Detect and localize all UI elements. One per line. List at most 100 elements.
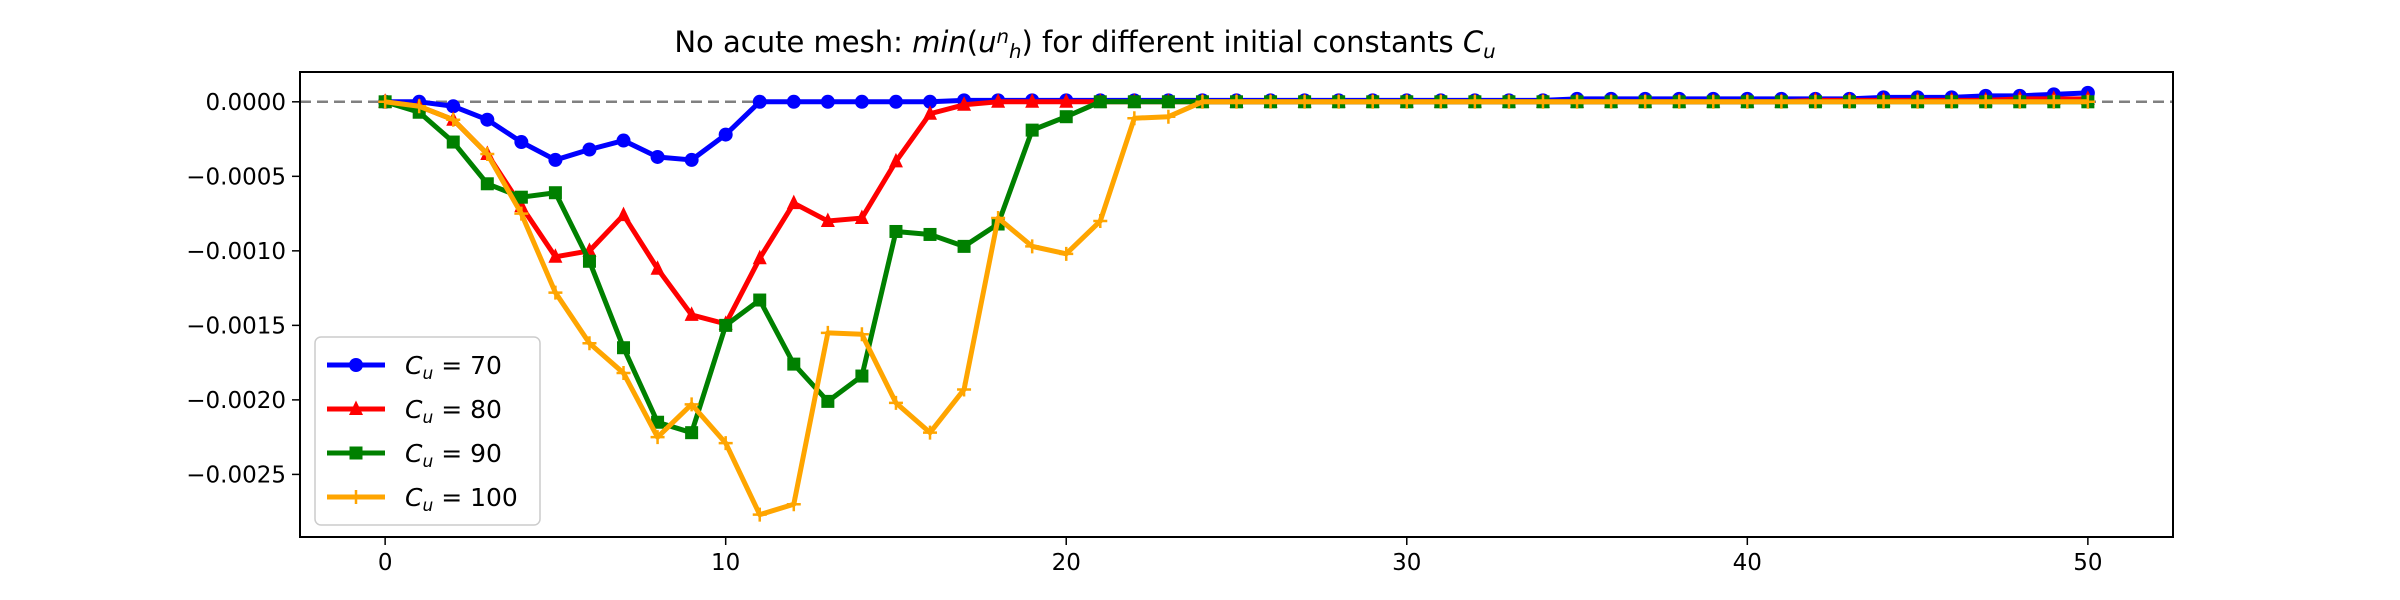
data-point xyxy=(514,135,529,150)
text-run: C xyxy=(405,395,423,424)
data-point xyxy=(923,425,938,440)
data-point xyxy=(480,146,495,161)
text-run: C xyxy=(405,439,423,468)
data-point xyxy=(1127,111,1142,126)
data-point xyxy=(378,94,393,109)
chart-title: No acute mesh: min(unh) for different in… xyxy=(674,25,1495,63)
data-point xyxy=(616,206,631,222)
data-point xyxy=(854,94,869,109)
data-point xyxy=(957,239,971,253)
text-run: No acute mesh: xyxy=(674,25,912,59)
data-point xyxy=(1433,94,1448,109)
y-tick-label: −0.0025 xyxy=(186,462,286,488)
data-point xyxy=(1604,94,1619,109)
x-tick-label: 50 xyxy=(2073,550,2102,576)
data-point xyxy=(1263,94,1278,109)
data-point xyxy=(651,415,665,429)
data-point xyxy=(786,194,801,210)
y-tick-label: −0.0010 xyxy=(186,239,286,265)
data-point xyxy=(1978,94,1993,109)
x-tick-label: 10 xyxy=(711,550,740,576)
legend-box xyxy=(314,336,541,526)
data-point xyxy=(582,336,597,351)
legend-label: Cu = 90 xyxy=(405,439,502,472)
text-run: u xyxy=(1483,40,1496,63)
data-point xyxy=(1501,94,1516,109)
data-point xyxy=(786,94,801,109)
x-tick-label: 0 xyxy=(378,550,393,576)
data-point xyxy=(1229,94,1244,109)
data-point xyxy=(446,99,461,114)
x-tick-label: 30 xyxy=(1392,550,1421,576)
data-point xyxy=(1161,95,1175,109)
data-point xyxy=(616,366,631,381)
data-point xyxy=(412,99,427,114)
data-point xyxy=(923,105,938,120)
data-point xyxy=(820,94,835,109)
x-tick-label: 40 xyxy=(1733,550,1762,576)
text-run: u xyxy=(422,496,433,516)
data-point xyxy=(548,248,563,263)
data-point xyxy=(889,224,903,238)
data-point xyxy=(1059,246,1074,261)
data-point xyxy=(1365,94,1380,109)
data-point xyxy=(548,186,562,200)
legend: Cu = 70 Cu = 80 Cu = 90 Cu = 100 xyxy=(314,336,541,526)
text-run: ) xyxy=(1022,25,1033,59)
data-point xyxy=(923,227,937,241)
data-point xyxy=(957,96,972,111)
data-point xyxy=(957,382,972,397)
data-point xyxy=(820,325,835,340)
data-point xyxy=(1161,109,1176,124)
legend-marker xyxy=(349,490,363,504)
data-point xyxy=(650,149,665,164)
data-point xyxy=(1025,123,1039,137)
series-3 xyxy=(378,94,2095,522)
data-point xyxy=(2046,94,2061,109)
data-point xyxy=(582,254,596,268)
legend-item: Cu = 80 xyxy=(327,395,502,428)
series-1 xyxy=(378,90,2095,330)
data-point xyxy=(1025,239,1040,254)
data-point xyxy=(1093,95,1107,109)
data-point xyxy=(752,94,767,109)
data-point xyxy=(2012,94,2027,109)
data-point xyxy=(786,497,801,512)
legend-item: Cu = 90 xyxy=(327,439,502,472)
data-point xyxy=(514,206,529,221)
legend-marker xyxy=(349,400,363,415)
data-point xyxy=(2080,94,2095,109)
data-point xyxy=(1672,94,1687,109)
data-point xyxy=(1808,94,1823,109)
text-run: u xyxy=(422,452,433,472)
data-point xyxy=(718,127,733,142)
data-point xyxy=(480,112,495,127)
data-point xyxy=(1467,94,1482,109)
data-point xyxy=(888,152,903,168)
legend-label: Cu = 100 xyxy=(405,483,518,516)
legend-label: Cu = 80 xyxy=(405,395,502,428)
y-axis: 0.0000 −0.0005 −0.0010 −0.0015 −0.0020 −0.002… xyxy=(186,90,300,488)
data-point xyxy=(548,285,563,300)
text-run: min xyxy=(912,25,967,59)
data-point xyxy=(1774,94,1789,109)
legend-item: Cu = 100 xyxy=(327,483,518,516)
text-run: C xyxy=(1463,25,1484,59)
data-point xyxy=(1740,94,1755,109)
data-point xyxy=(685,426,699,440)
data-point xyxy=(1910,94,1925,109)
text-run: for different initial constants xyxy=(1033,25,1463,59)
text-run: u xyxy=(978,25,996,59)
text-run: = 70 xyxy=(433,351,502,380)
data-point xyxy=(854,327,869,342)
axes-frame xyxy=(299,71,2174,538)
data-point xyxy=(1297,94,1312,109)
data-point xyxy=(1842,94,1857,109)
data-point xyxy=(1638,94,1653,109)
data-point xyxy=(752,249,767,265)
data-point xyxy=(617,341,631,355)
data-point xyxy=(548,152,563,167)
legend-marker xyxy=(349,358,363,372)
data-point xyxy=(1025,93,1040,108)
